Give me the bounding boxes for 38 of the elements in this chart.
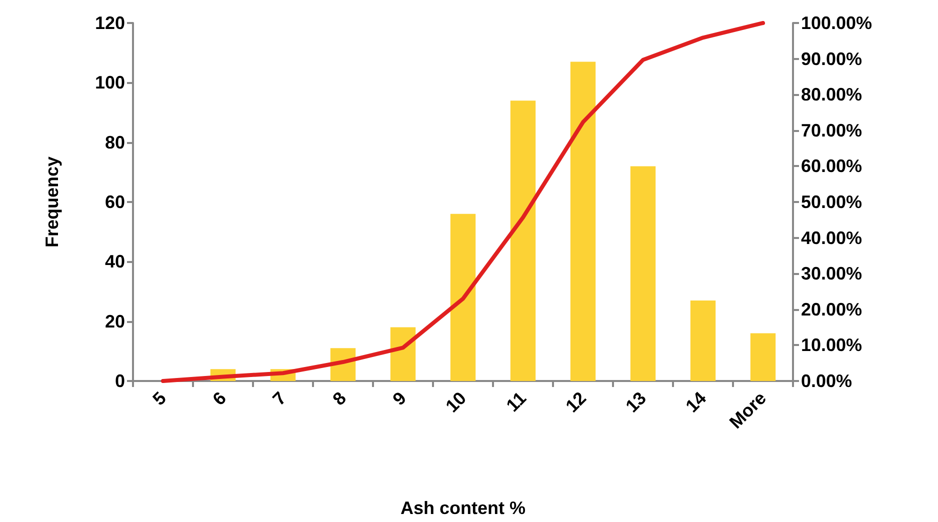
bar — [390, 327, 416, 381]
bar — [630, 166, 656, 381]
x-tick-label: 10 — [442, 388, 470, 416]
y-tick-label: 60 — [104, 192, 125, 212]
bar — [510, 100, 536, 381]
y-tick-label: 120 — [94, 13, 125, 33]
y-tick-label: 40 — [104, 252, 125, 272]
y-axis-title: Frequency — [42, 156, 62, 248]
x-axis-title: Ash content % — [400, 498, 526, 518]
x-tick-label: 5 — [148, 388, 170, 410]
y-tick-label: 100 — [94, 72, 125, 93]
bar — [450, 214, 476, 381]
y2-tick-label: 70.00% — [801, 120, 862, 140]
line-series — [161, 21, 765, 383]
x-tick-label: 7 — [268, 388, 290, 410]
bar — [750, 333, 776, 381]
x-tick-label: 14 — [682, 388, 710, 416]
x-tick-label: 9 — [388, 388, 410, 410]
x-tick-label: 11 — [502, 388, 530, 416]
y2-tick-label: 80.00% — [801, 84, 862, 105]
y2-tick-label: 50.00% — [801, 192, 862, 212]
x-tick-label: 8 — [328, 388, 350, 410]
y-tick-label: 20 — [104, 311, 125, 332]
y-tick-label: 0 — [114, 371, 125, 391]
y2-tick-label: 20.00% — [801, 299, 862, 320]
y2-tick-label: 30.00% — [801, 264, 862, 284]
y2-tick-label: 60.00% — [801, 156, 862, 176]
y2-tick-label: 40.00% — [801, 228, 862, 248]
y2-tick-label: 90.00% — [801, 48, 862, 69]
bar — [690, 300, 716, 381]
x-tick-label: 12 — [562, 388, 590, 416]
x-tick-label: 13 — [622, 388, 650, 416]
y-tick-label: 80 — [104, 132, 125, 152]
y2-tick-label: 0.00% — [801, 371, 852, 391]
y2-tick-label: 10.00% — [801, 335, 862, 356]
y2-tick-label: 100.00% — [801, 13, 872, 33]
bar — [570, 62, 596, 381]
x-tick-label: 6 — [208, 388, 230, 410]
